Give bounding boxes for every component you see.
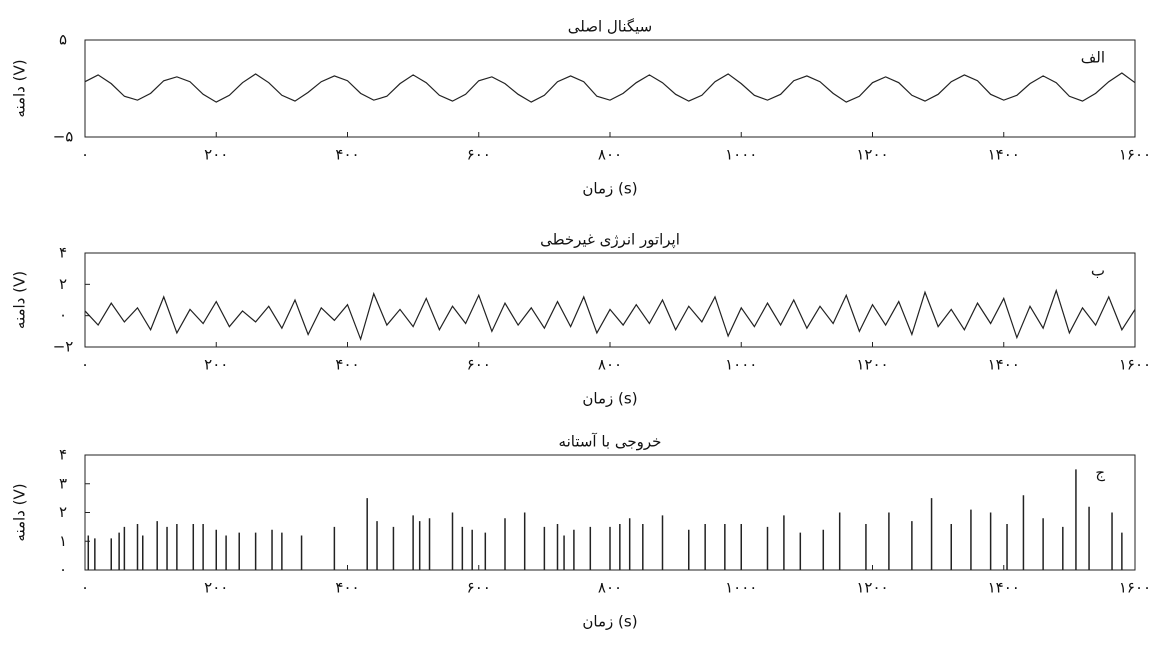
x-axis-label: زمان (s) (582, 613, 637, 631)
x-tick-label: ۱۲۰۰ (856, 579, 888, 597)
x-tick-label: ۱۲۰۰ (856, 356, 888, 374)
x-tick-label: ۶۰۰ (467, 146, 491, 164)
x-tick-label: ۱۰۰۰ (725, 146, 757, 164)
y-tick-label: ۴ (59, 244, 67, 262)
plot-frame (84, 39, 1136, 138)
y-tick-label: −۵ (53, 128, 74, 146)
y-tick-label: ۰ (59, 306, 67, 324)
x-tick-label: ۴۰۰ (335, 356, 359, 374)
annotation: ج (1095, 464, 1105, 483)
x-tick-label: ۰ (81, 579, 89, 597)
y-axis-label: دامنه (V) (11, 483, 29, 541)
x-tick-label: ۱۴۰۰ (988, 146, 1020, 164)
plot-frame (84, 252, 1136, 348)
subplot-title: خروجی با آستانه (559, 433, 662, 451)
x-tick-label: ۸۰۰ (598, 579, 622, 597)
x-tick-label: ۴۰۰ (335, 579, 359, 597)
x-tick-label: ۸۰۰ (598, 356, 622, 374)
x-tick-label: ۱۴۰۰ (988, 579, 1020, 597)
x-tick-label: ۲۰۰ (204, 146, 228, 164)
x-tick-label: ۱۶۰۰ (1119, 356, 1151, 374)
x-tick-label: ۴۰۰ (335, 146, 359, 164)
x-tick-label: ۶۰۰ (467, 356, 491, 374)
x-axis-label: زمان (s) (582, 390, 637, 408)
x-tick-label: ۱۰۰۰ (725, 356, 757, 374)
x-axis-label: زمان (s) (582, 180, 637, 198)
x-tick-label: ۲۰۰ (204, 579, 228, 597)
x-tick-label: ۱۶۰۰ (1119, 146, 1151, 164)
y-tick-label: −۲ (53, 338, 74, 356)
y-tick-label: ۵ (59, 31, 67, 49)
y-axis-label: دامنه (V) (11, 59, 29, 117)
x-tick-label: ۰ (81, 356, 89, 374)
y-tick-label: ۰ (59, 561, 67, 579)
subplot-title: اپراتور انرژی غیرخطی (540, 231, 680, 250)
x-tick-label: ۱۶۰۰ (1119, 579, 1151, 597)
y-axis-label: دامنه (V) (11, 271, 29, 329)
annotation: الف (1081, 49, 1105, 67)
x-tick-label: ۱۲۰۰ (856, 146, 888, 164)
signal-line (84, 288, 1136, 342)
y-tick-label: ۴ (59, 446, 67, 464)
x-tick-label: ۸۰۰ (598, 146, 622, 164)
x-tick-label: ۶۰۰ (467, 579, 491, 597)
x-tick-label: ۰ (81, 146, 89, 164)
signal-line (84, 72, 1136, 103)
x-tick-label: ۱۴۰۰ (988, 356, 1020, 374)
y-tick-label: ۲ (59, 503, 67, 521)
x-tick-label: ۱۰۰۰ (725, 579, 757, 597)
x-tick-label: ۲۰۰ (204, 356, 228, 374)
y-tick-label: ۳ (59, 474, 67, 492)
subplot-title: سیگنال اصلی (568, 18, 653, 36)
y-tick-label: ۱ (59, 532, 67, 550)
y-tick-label: ۲ (59, 275, 67, 293)
annotation: ب (1091, 262, 1105, 280)
